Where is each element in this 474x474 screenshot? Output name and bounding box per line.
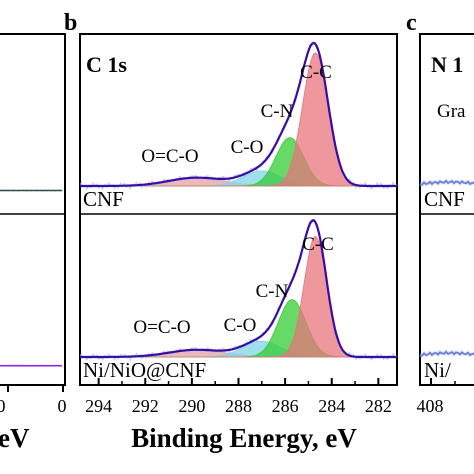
- panel-b-sample-label: CNF: [83, 187, 124, 211]
- panel-c-frame: [419, 33, 474, 386]
- panel-b-component-c-c: [80, 235, 397, 358]
- panel-c-trace: [419, 350, 474, 357]
- panel-b-peak-label: C-O: [224, 315, 257, 336]
- panel-b-x-tick-label: 284: [318, 396, 345, 416]
- panel-a-frame: [0, 33, 66, 386]
- panel-a-x-tick-label: 0: [0, 396, 6, 416]
- panel-b-peak-label: O=C-O: [133, 317, 190, 338]
- panel-c-title: N 1: [431, 52, 463, 77]
- panel-b-title: C 1s: [86, 52, 127, 77]
- panel-c: c N 1 Gra CNF Ni/408: [406, 10, 474, 416]
- panel-b: bC 1s C-CC-NC-OO=C-OCNFC-CC-NC-OO=C-ONi/N…: [64, 10, 398, 453]
- panel-a: 0 0 eV: [0, 33, 67, 453]
- panel-b-x-tick-label: 286: [272, 396, 299, 416]
- panel-b-peak-label: C-N: [261, 101, 294, 122]
- panel-a-x-axis-title: eV: [0, 423, 30, 453]
- panel-c-x-tick-label: 408: [417, 396, 444, 416]
- panel-b-envelope: [80, 219, 397, 359]
- panel-b-peak-label: C-N: [256, 281, 289, 302]
- panel-b-component-c-c: [80, 52, 397, 187]
- panel-b-x-tick-label: 292: [132, 396, 159, 416]
- panel-b-raw-data: [79, 41, 398, 191]
- panel-b-peak-label: C-C: [302, 234, 334, 255]
- panel-b-x-tick-label: 288: [225, 396, 252, 416]
- panel-b-x-tick-label: 282: [365, 396, 392, 416]
- panel-c-raw-data: [419, 177, 474, 188]
- panel-c-letter: c: [406, 10, 417, 36]
- panel-c-sample-label: CNF: [424, 187, 465, 211]
- panel-b-letter: b: [64, 10, 77, 36]
- panel-c-trace: [419, 179, 474, 186]
- panel-a-x-tick-label: 0: [58, 396, 67, 416]
- panel-b-x-tick-label: 294: [85, 396, 112, 416]
- panel-c-raw-data: [419, 348, 474, 359]
- panel-c-peak-label: Gra: [437, 101, 466, 122]
- panel-b-envelope: [80, 41, 397, 188]
- panel-b-x-tick-label: 290: [178, 396, 205, 416]
- panel-b-raw-data: [79, 218, 398, 362]
- panel-b-peak-label: C-C: [300, 62, 332, 83]
- panel-b-x-axis-title: Binding Energy, eV: [131, 423, 357, 453]
- panel-c-sample-label: Ni/: [424, 358, 451, 382]
- panel-b-peak-label: C-O: [231, 137, 264, 158]
- panel-b-peak-label: O=C-O: [141, 146, 198, 167]
